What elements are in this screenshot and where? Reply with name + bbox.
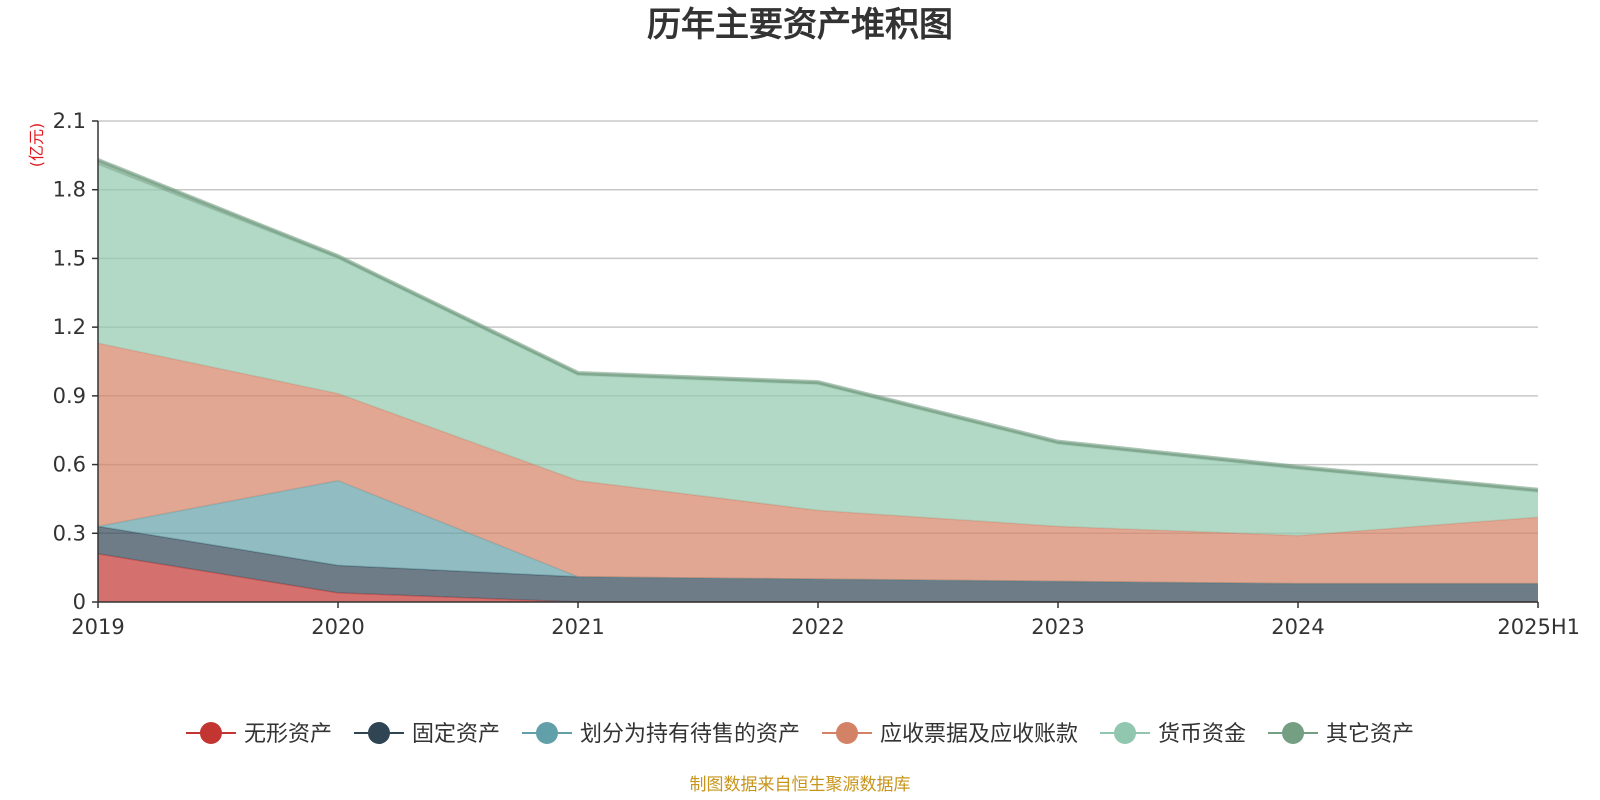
y-tick-label: 0.6 [53,453,86,477]
y-tick-label: 0.9 [53,384,86,408]
legend[interactable]: 无形资产 固定资产 划分为持有待售的资产 应收票据及应收账款 货币资金 其它资产 [185,722,1414,747]
y-axis-unit: (亿元) [27,123,46,168]
legend-marker [199,722,222,744]
legend-label: 划分为持有待售的资产 [580,722,800,747]
chart-title: 历年主要资产堆积图 [647,5,953,45]
y-tick-label: 1.2 [53,315,86,339]
legend-marker [367,722,390,744]
source-note: 制图数据来自恒生聚源数据库 [690,775,911,795]
legend-item-0[interactable]: 无形资产 [185,722,332,747]
legend-item-1[interactable]: 固定资产 [353,722,500,747]
legend-item-5[interactable]: 其它资产 [1268,722,1414,747]
legend-label: 无形资产 [244,722,332,747]
area-4 [98,164,1538,536]
legend-marker [836,722,858,744]
area-series [97,158,1539,603]
legend-label: 固定资产 [412,722,500,747]
area-2 [98,480,1538,584]
y-tick-label: 0 [73,590,86,614]
y-tick-label: 0.3 [53,521,86,545]
legend-label: 货币资金 [1158,722,1246,747]
legend-marker [1114,722,1137,744]
area-0 [98,553,1538,602]
legend-marker [1282,722,1305,744]
total-line [97,158,1539,492]
legend-item-2[interactable]: 划分为持有待售的资产 [521,722,800,747]
area-3 [98,343,1538,584]
legend-marker [535,722,558,744]
axes: 0 0.3 0.6 0.9 1.2 1.5 1.8 2.1 2019 2020 2021 2022 20… [53,109,1580,639]
legend-label: 其它资产 [1326,722,1414,747]
x-tick-label: 2021 [551,615,604,639]
y-tick-label: 1.5 [53,246,86,270]
x-tick-label: 2025H1 [1497,615,1580,639]
legend-label: 应收票据及应收账款 [880,722,1078,747]
x-tick-label: 2022 [791,615,844,639]
x-tick-label: 2023 [1031,615,1084,639]
x-tick-label: 2020 [311,615,364,639]
y-tick-label: 1.8 [53,178,86,202]
legend-item-3[interactable]: 应收票据及应收账款 [822,722,1078,747]
y-tick-label: 2.1 [53,109,86,133]
x-tick-label: 2024 [1271,615,1324,639]
legend-item-4[interactable]: 货币资金 [1100,722,1246,747]
x-tick-label: 2019 [71,615,124,639]
